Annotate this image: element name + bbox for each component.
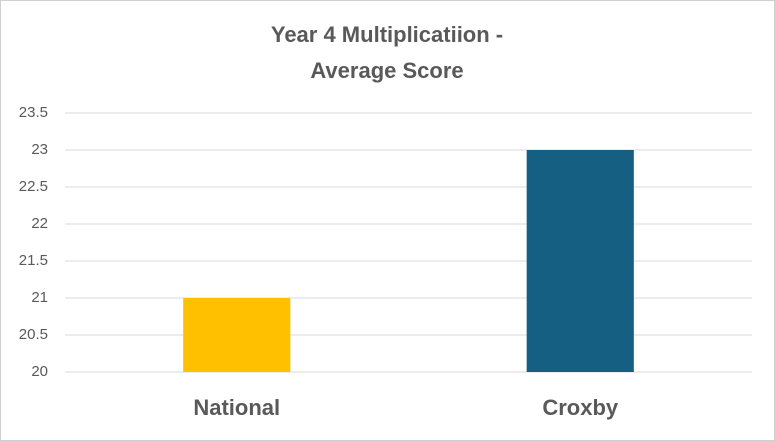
y-tick-label: 22.5	[19, 178, 48, 195]
x-tick-label: National	[193, 395, 280, 420]
x-tick-label: Croxby	[542, 395, 619, 420]
bar	[526, 150, 634, 372]
y-tick-label: 20	[31, 363, 48, 380]
y-tick-label: 22	[31, 215, 48, 232]
y-tick-label: 23	[31, 141, 48, 158]
bar	[183, 298, 291, 372]
chart-title: Year 4 Multiplicatiion -	[271, 22, 503, 47]
y-tick-label: 21	[31, 289, 48, 306]
y-tick-label: 23.5	[19, 104, 48, 121]
chart-title: Average Score	[310, 58, 463, 83]
y-tick-label: 21.5	[19, 252, 48, 269]
y-tick-label: 20.5	[19, 326, 48, 343]
